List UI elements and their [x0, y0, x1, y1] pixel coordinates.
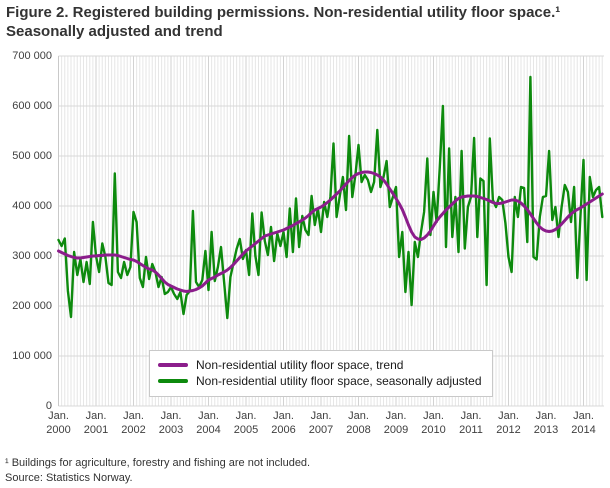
x-tick-label: Jan. 2012 [496, 410, 521, 436]
x-tick-label: Jan. 2014 [571, 410, 596, 436]
series-line-seasonal [57, 75, 604, 320]
seasonal-line-swatch-icon [158, 379, 188, 383]
legend-label-trend: Non-residential utility floor space, tre… [196, 358, 404, 372]
x-tick-label: Jan. 2008 [346, 410, 371, 436]
y-tick-label: 400 000 [12, 200, 52, 212]
x-tick-label: Jan. 2007 [308, 410, 334, 436]
legend-label-seasonal: Non-residential utility floor space, sea… [196, 374, 482, 388]
legend-item-seasonal: Non-residential utility floor space, sea… [158, 374, 482, 388]
source-note: Source: Statistics Norway. [5, 471, 133, 484]
x-tick-label: Jan. 2005 [233, 410, 259, 436]
trend-line-swatch-icon [158, 363, 188, 367]
y-tick-label: 300 000 [12, 250, 52, 262]
x-tick-label: Jan. 2011 [459, 410, 483, 436]
x-tick-label: Jan. 2001 [83, 410, 109, 436]
x-tick-label: Jan. 2003 [158, 410, 184, 436]
x-tick-label: Jan. 2013 [533, 410, 559, 436]
x-tick-label: Jan. 2004 [196, 410, 221, 436]
legend: Non-residential utility floor space, tre… [149, 350, 493, 397]
y-tick-label: 200 000 [12, 300, 52, 312]
chart-title: Figure 2. Registered building permission… [6, 4, 561, 41]
y-tick-label: 500 000 [12, 150, 52, 162]
x-tick-label: Jan. 2009 [383, 410, 409, 436]
legend-item-trend: Non-residential utility floor space, tre… [158, 358, 482, 372]
y-tick-label: 100 000 [12, 350, 52, 362]
x-tick-label: Jan. 2000 [46, 410, 71, 436]
footnotes: ¹ Buildings for agriculture, forestry an… [5, 456, 310, 486]
x-tick-label: Jan. 2006 [271, 410, 296, 436]
x-tick-label: Jan. 2010 [421, 410, 446, 436]
series-line-trend [57, 170, 604, 293]
x-tick-label: Jan. 2002 [121, 410, 146, 436]
y-tick-label: 0 [45, 400, 52, 412]
y-tick-label: 700 000 [12, 50, 52, 62]
footnote-1: ¹ Buildings for agriculture, forestry an… [5, 457, 311, 469]
y-tick-label: 600 000 [12, 100, 52, 112]
